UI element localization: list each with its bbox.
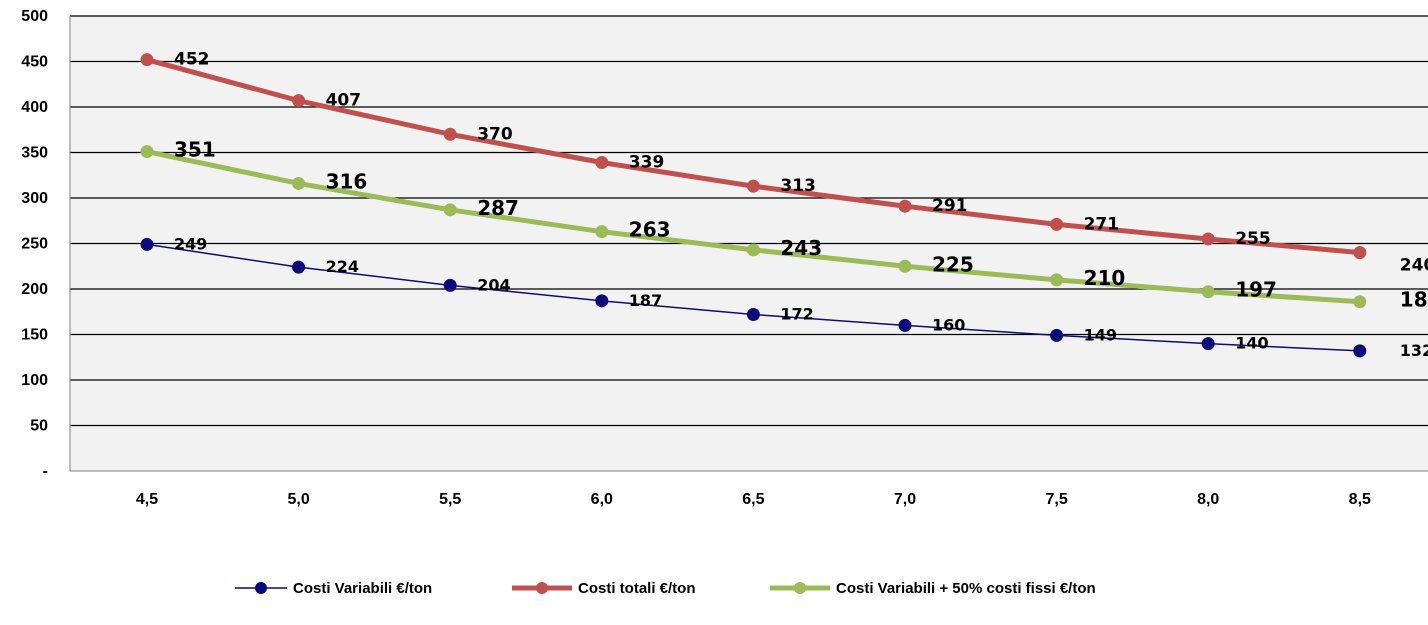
y-tick-label: - [43, 463, 48, 480]
data-label: 351 [174, 138, 216, 162]
series-2-point [1353, 246, 1367, 260]
y-tick-label: 350 [21, 145, 48, 162]
series-2-point [292, 94, 306, 108]
data-label: 287 [477, 196, 519, 220]
series-3-point [1353, 295, 1367, 309]
series-2-point [595, 156, 609, 170]
x-tick-label: 7,0 [894, 491, 916, 508]
series-1-point [140, 237, 154, 251]
x-tick-label: 5,0 [287, 491, 309, 508]
legend-item-3: Costi Variabili + 50% costi fissi €/ton [770, 580, 1096, 597]
data-label: 316 [326, 169, 368, 193]
y-tick-label: 400 [21, 99, 48, 116]
series-2-point [1050, 217, 1064, 231]
series-2-point [898, 199, 912, 213]
y-tick-labels: - 50 100 150 200 250 300 350 400 450 500 [21, 8, 48, 480]
legend-label: Costi Variabili + 50% costi fissi €/ton [836, 580, 1096, 597]
series-1-point [595, 294, 609, 308]
y-tick-label: 250 [21, 236, 48, 253]
y-tick-label: 300 [21, 190, 48, 207]
series-1-point [1201, 337, 1215, 351]
x-tick-label: 4,5 [136, 491, 158, 508]
x-tick-label: 6,0 [591, 491, 613, 508]
data-labels: 249 224 204 187 172 160 149 140 132 452 407 370 339 3… [174, 50, 1428, 360]
x-tick-label: 7,5 [1045, 491, 1067, 508]
data-label: 291 [932, 196, 968, 216]
data-label: 224 [326, 257, 359, 276]
data-label: 271 [1084, 214, 1120, 234]
series-1-point [746, 307, 760, 321]
data-label: 452 [174, 50, 210, 70]
x-tick-label: 8,5 [1349, 491, 1371, 508]
gridlines [70, 15, 1428, 427]
data-label: 240 [1400, 256, 1428, 276]
series-3-point [595, 225, 609, 239]
data-label: 204 [477, 275, 510, 294]
data-label: 132 [1400, 341, 1428, 360]
series-3-point [1201, 285, 1215, 299]
x-tick-label: 6,5 [742, 491, 764, 508]
legend-marker [255, 582, 267, 594]
data-label: 370 [477, 124, 513, 144]
data-label: 149 [1084, 325, 1117, 344]
y-tick-label: 450 [21, 54, 48, 71]
series-3-point [140, 145, 154, 159]
data-label: 160 [932, 315, 965, 334]
series-1-point [1050, 328, 1064, 342]
data-label: 313 [780, 176, 816, 196]
series-2-point [1201, 232, 1215, 246]
legend-label: Costi Variabili €/ton [293, 580, 432, 597]
y-tick-label: 50 [30, 418, 48, 435]
data-label: 210 [1084, 266, 1126, 290]
legend: Costi Variabili €/ton Costi totali €/ton C… [235, 580, 1096, 597]
data-label: 263 [629, 218, 671, 242]
series-3-point [746, 243, 760, 257]
data-label: 172 [780, 304, 813, 323]
data-label: 407 [326, 91, 362, 111]
data-label: 249 [174, 234, 207, 253]
data-label: 225 [932, 252, 974, 276]
series-2-point [140, 53, 154, 67]
series-2-point [443, 127, 457, 141]
data-label: 140 [1235, 334, 1268, 353]
series-3-point [443, 203, 457, 217]
y-tick-label: 100 [21, 372, 48, 389]
data-label: 243 [780, 236, 822, 260]
y-tick-label: 150 [21, 327, 48, 344]
data-label: 255 [1235, 229, 1271, 249]
series-1-point [1353, 344, 1367, 358]
legend-item-2: Costi totali €/ton [512, 580, 696, 597]
series-3-point [292, 176, 306, 190]
series-3-point [898, 259, 912, 273]
x-tick-labels: 4,5 5,0 5,5 6,0 6,5 7,0 7,5 8,0 8,5 [136, 491, 1371, 508]
series-3-point [1050, 273, 1064, 287]
y-tick-label: 500 [21, 8, 48, 25]
legend-item-1: Costi Variabili €/ton [235, 580, 432, 597]
x-tick-label: 8,0 [1197, 491, 1219, 508]
legend-marker [794, 582, 806, 594]
series-1-point [898, 318, 912, 332]
y-tick-label: 200 [21, 281, 48, 298]
data-label: 339 [629, 153, 665, 173]
series-group [140, 53, 1367, 358]
legend-label: Costi totali €/ton [578, 580, 696, 597]
data-label: 186 [1400, 288, 1428, 312]
series-2-point [746, 179, 760, 193]
legend-marker [536, 582, 548, 594]
data-label: 197 [1235, 278, 1277, 302]
x-tick-label: 5,5 [439, 491, 461, 508]
data-label: 187 [629, 291, 662, 310]
series-1-point [443, 278, 457, 292]
series-1-point [292, 260, 306, 274]
